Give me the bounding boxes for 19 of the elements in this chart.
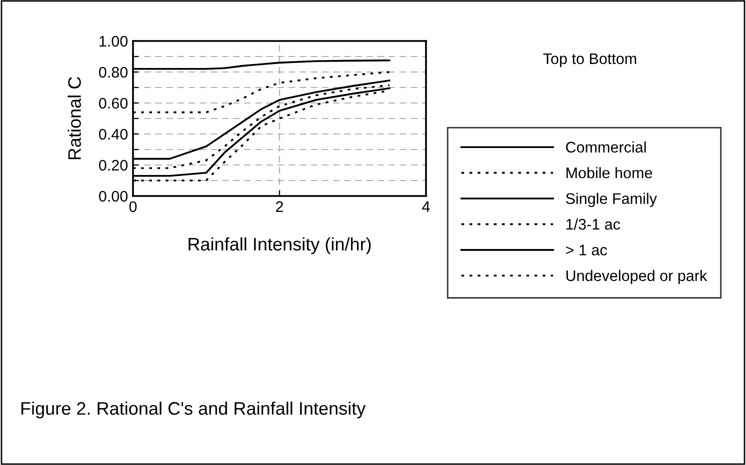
x-tick-label: 2: [276, 201, 283, 212]
x-tick-label: 4: [422, 201, 430, 212]
y-tick-label: 0.20: [99, 160, 128, 171]
text: 1/3-1 ac: [566, 218, 620, 230]
y-tick-label: 0.80: [99, 66, 128, 78]
text: Mobile home: [566, 167, 652, 178]
text: Commercial: [566, 141, 646, 153]
y-tick-label: 1.00: [100, 36, 128, 47]
legend-title: Top to Bottom: [543, 53, 636, 68]
y-tick-label: 0.60: [99, 98, 128, 109]
text: Single Family: [566, 192, 657, 208]
x-tick-label: 0: [129, 201, 137, 212]
text: > 1 ac: [566, 244, 607, 256]
caption: Figure 2. Rational C's and Rainfall Intensity: [21, 402, 366, 418]
y-axis-title: Rational C: [68, 77, 81, 160]
text: Undeveloped or park: [566, 270, 708, 284]
y-tick-label: 0.00: [99, 190, 128, 202]
y-tick-label: 0.40: [99, 128, 128, 140]
x-axis-title: Rainfall Intensity (in/hr): [188, 237, 371, 254]
